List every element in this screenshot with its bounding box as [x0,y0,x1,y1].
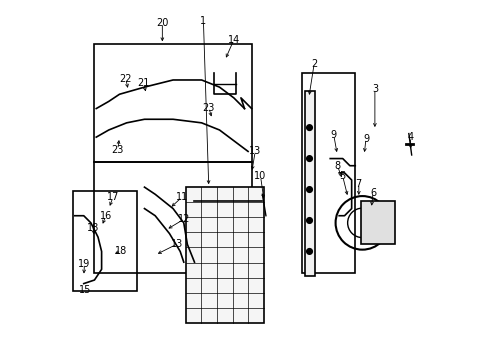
Text: 11: 11 [176,192,188,202]
Circle shape [306,249,312,254]
Bar [185,187,264,323]
Text: 5: 5 [339,171,345,181]
Bar [301,73,354,273]
Text: 17: 17 [107,192,119,202]
Bar [94,162,251,273]
Text: 1: 1 [200,16,206,26]
Circle shape [306,125,312,130]
Text: 18: 18 [115,246,127,256]
Text: 18: 18 [87,223,99,233]
Text: 19: 19 [78,259,90,269]
Text: 8: 8 [334,161,340,171]
Bar [94,44,251,162]
Text: 22: 22 [120,74,132,84]
Text: 13: 13 [248,147,261,157]
Text: 21: 21 [137,78,150,88]
Circle shape [306,187,312,192]
Text: 4: 4 [407,132,413,142]
Bar [304,91,314,276]
Text: 12: 12 [177,214,189,224]
Text: 2: 2 [310,59,317,69]
Text: 10: 10 [254,171,266,181]
Text: 6: 6 [369,188,375,198]
Text: 9: 9 [330,130,336,140]
Text: 23: 23 [111,145,123,155]
Text: 13: 13 [170,239,183,249]
Bar [73,191,137,291]
Circle shape [306,156,312,161]
Bar [360,202,394,244]
Circle shape [306,218,312,223]
Text: 14: 14 [227,35,240,45]
Text: 9: 9 [362,134,368,144]
Text: 20: 20 [156,18,168,28]
Text: 3: 3 [371,84,377,94]
Text: 7: 7 [355,179,361,189]
Text: 16: 16 [100,211,112,221]
Text: 23: 23 [202,103,215,113]
Text: 15: 15 [79,285,92,295]
